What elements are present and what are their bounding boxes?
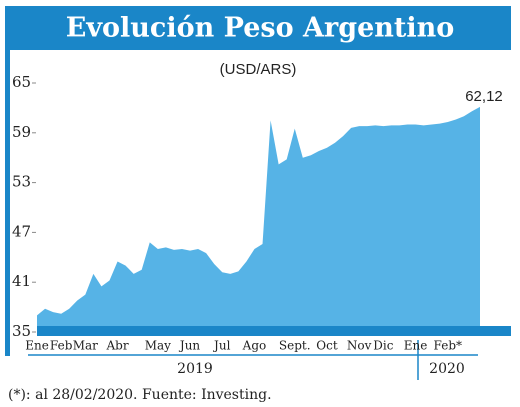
year-label: 2020 [429,361,465,377]
y-tick-label: 47 [12,222,31,240]
x-tick-label: Oct [316,339,338,353]
x-tick-label: Nov [347,339,372,353]
area [37,106,480,333]
y-tick-label: 59 [12,123,31,141]
x-tick-label: Ene [25,339,49,353]
x-tick-label: Ago [242,339,267,353]
y-tick-label: 41 [12,272,31,290]
baseline-band [37,326,511,336]
x-tick-label: Ene [404,339,428,353]
y-tick-label: 53 [12,173,31,191]
x-tick-label: Sept. [279,339,311,353]
x-tick-label: Feb* [434,339,462,353]
x-tick-label: Mar [73,339,98,353]
subtitle: (USD/ARS) [220,61,297,78]
x-tick-label: Feb [50,339,73,353]
title-banner [5,6,511,50]
x-tick-label: Abr [105,339,128,353]
x-tick-label: Jun [178,339,201,353]
x-tick-label: May [145,339,171,353]
year-label: 2019 [177,361,213,377]
left-border [5,6,10,356]
chart-title: Evolución Peso Argentino [66,13,455,44]
y-tick-label: 65 [12,73,31,91]
x-tick-label: Jul [212,339,231,353]
data-label: 62,12 [465,88,503,105]
x-tick-label: Dic [373,339,393,353]
y-tick-label: 35 [12,322,31,340]
footnote: (*): al 28/02/2020. Fuente: Investing. [8,387,272,403]
